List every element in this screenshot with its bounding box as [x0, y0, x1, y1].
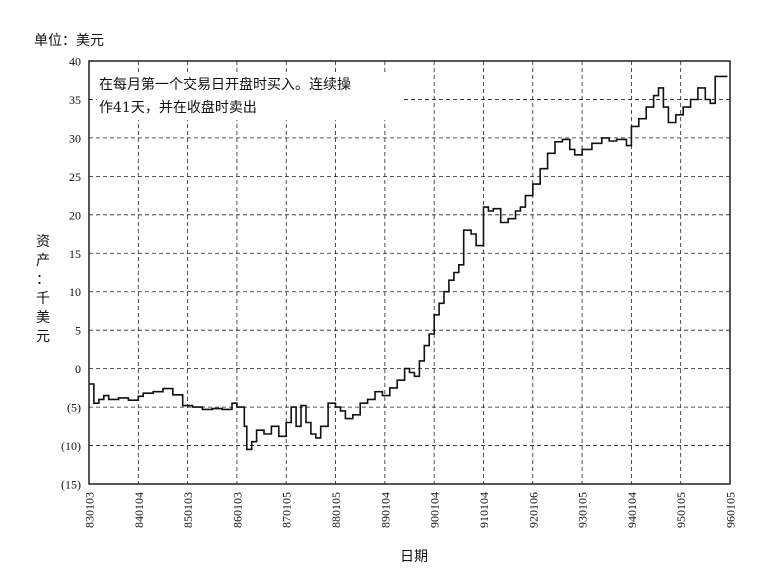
x-tick-label: 880105 [329, 492, 343, 528]
y-tick-label: 15 [69, 247, 81, 261]
y-tick-label: (15) [61, 478, 81, 492]
y-axis-title-char: 产 [36, 253, 50, 269]
y-tick-label: 10 [69, 285, 81, 299]
plot-frame [88, 60, 731, 485]
x-tick-label: 930105 [576, 492, 590, 528]
y-tick-label: 25 [69, 170, 81, 184]
y-tick-label: 30 [69, 131, 81, 145]
y-axis-title: 资 产 ： 千 美 元 [32, 233, 54, 347]
y-tick-label: 0 [75, 362, 81, 376]
annotation-line: 在每月第一个交易日开盘时买入。连续操 [99, 77, 351, 93]
x-tick-label: 890104 [378, 492, 392, 528]
x-tick-label: 850103 [181, 492, 195, 528]
x-tick-label: 960105 [724, 492, 738, 528]
x-axis-title: 日期 [400, 549, 428, 565]
y-axis-title-char: 资 [36, 234, 50, 250]
y-axis-title-char: 美 [36, 310, 50, 326]
y-tick-label: 20 [69, 208, 81, 222]
x-tick-label: 920106 [526, 492, 540, 528]
asset-step-line [89, 75, 728, 451]
x-tick-label: 830103 [83, 492, 97, 528]
x-tick-label: 840104 [132, 492, 146, 528]
x-tick-label: 940104 [625, 492, 639, 528]
y-tick-label: 5 [75, 324, 81, 338]
x-tick-label: 950105 [674, 492, 688, 528]
x-tick-label: 900104 [428, 492, 442, 528]
unit-label: 单位：美元 [34, 33, 104, 49]
y-tick-label: (10) [61, 439, 81, 453]
y-axis-title-char: 千 [36, 291, 50, 307]
x-tick-label: 910104 [477, 492, 491, 528]
y-tick-label: 40 [69, 55, 81, 69]
y-tick-label: (5) [67, 401, 81, 415]
x-tick-label: 860103 [230, 492, 244, 528]
annotation-line: 作41天，并在收盘时卖出 [99, 100, 257, 116]
y-axis-title-char: 元 [36, 329, 50, 345]
chart-annotation: 在每月第一个交易日开盘时买入。连续操 作41天，并在收盘时卖出 [97, 72, 401, 120]
y-axis-title-char: ： [36, 272, 50, 288]
x-tick-label: 870105 [280, 492, 294, 528]
y-tick-label: 35 [69, 93, 81, 107]
